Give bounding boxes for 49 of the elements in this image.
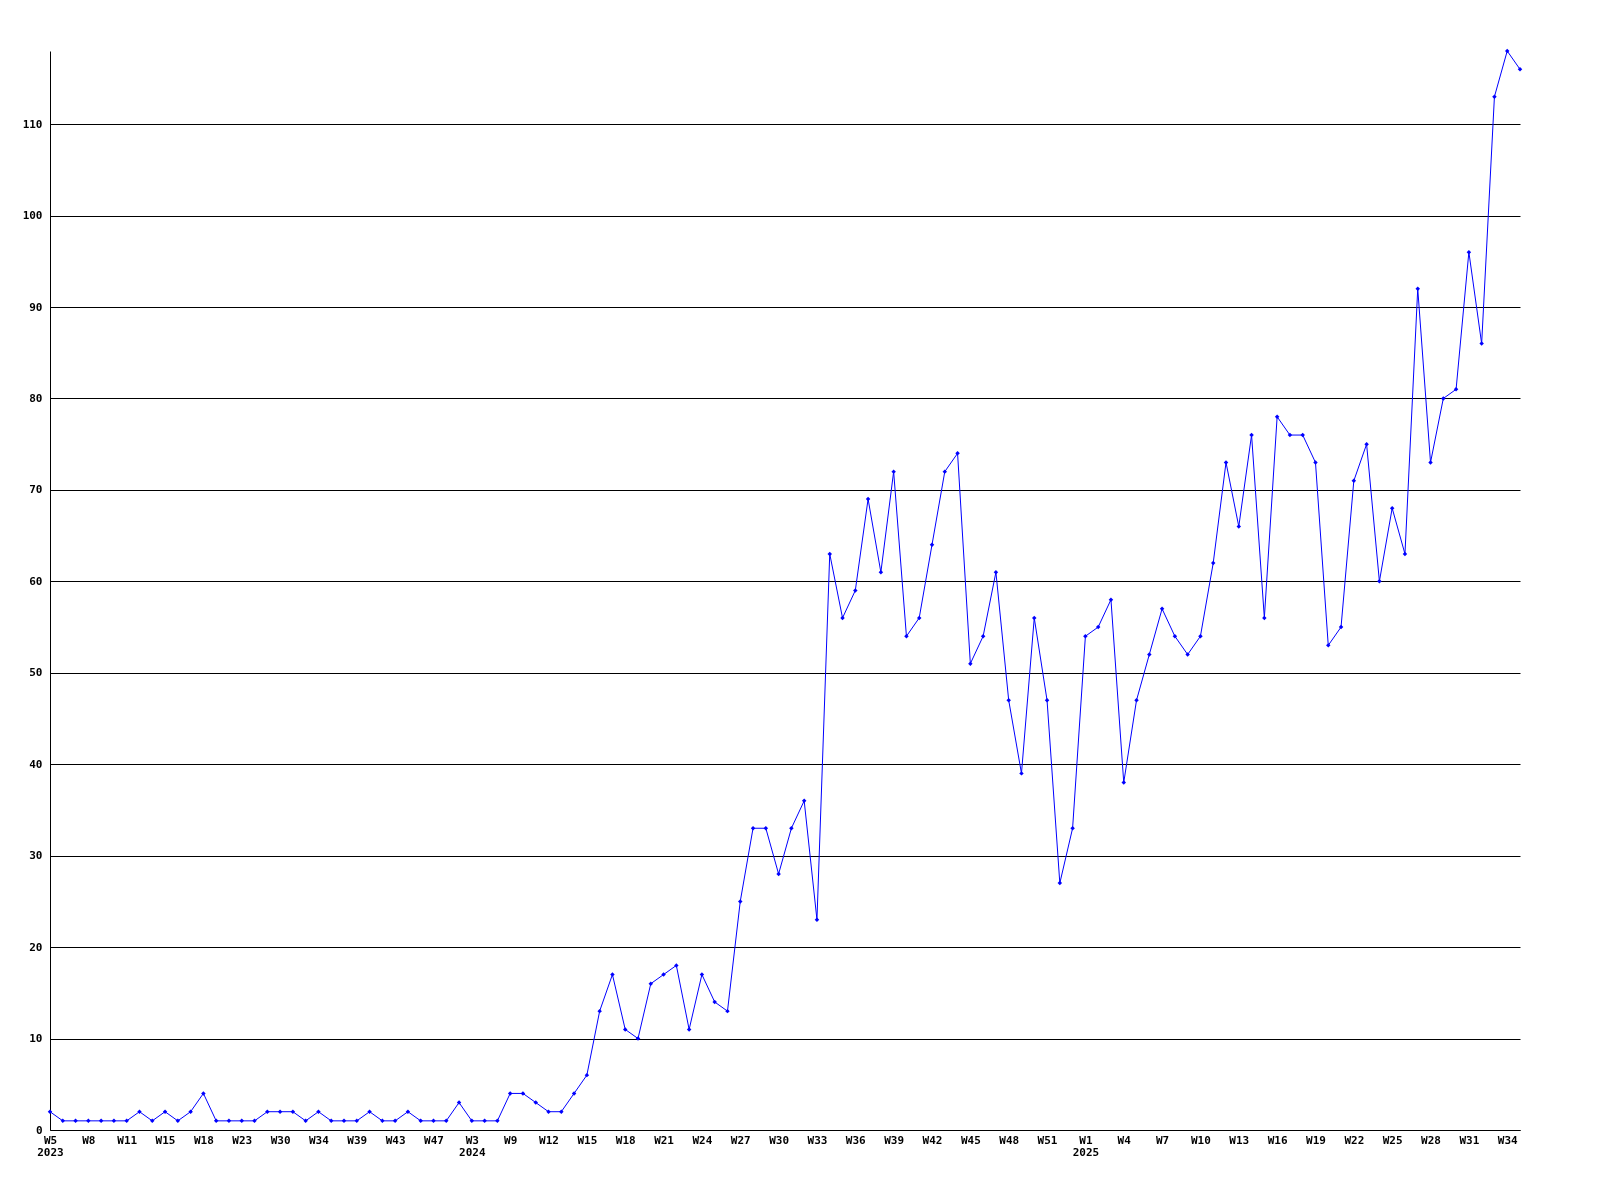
x-tick-label: W18: [615, 1133, 636, 1147]
y-tick-label: 80: [29, 391, 43, 405]
x-tick-label: W39: [347, 1133, 368, 1147]
x-tick-label: W24: [692, 1133, 713, 1147]
y-tick-label: 110: [22, 117, 43, 131]
x-tick-label: W11: [117, 1133, 138, 1147]
x-tick-label: W19: [1306, 1133, 1326, 1147]
y-tick-label: 20: [29, 940, 43, 954]
x-tick-label: W10: [1191, 1133, 1211, 1147]
y-tick-label: 90: [29, 300, 43, 314]
x-tick-label: W3 2024: [459, 1133, 486, 1159]
x-tick-label: W12: [539, 1133, 559, 1147]
x-tick-label: W8: [82, 1133, 96, 1147]
y-tick-label: 30: [29, 849, 43, 863]
y-tick-label: 60: [29, 574, 43, 588]
y-tick-label: 40: [29, 757, 43, 771]
x-tick-label: W28: [1421, 1133, 1441, 1147]
x-tick-label: W47: [424, 1133, 444, 1147]
x-tick-label: W1 2025: [1072, 1133, 1100, 1159]
x-tick-label: W42: [922, 1133, 943, 1147]
x-tick-label: W34: [1497, 1133, 1519, 1147]
x-tick-label: W30: [270, 1133, 291, 1147]
x-tick-label: W25: [1382, 1133, 1403, 1147]
x-tick-label: W22: [1344, 1133, 1365, 1147]
x-tick-label: W45: [960, 1133, 981, 1147]
y-tick-label: 100: [22, 209, 43, 223]
x-tick-label: W4: [1117, 1133, 1132, 1147]
x-tick-label: W30: [769, 1133, 790, 1147]
x-tick-label: W18: [193, 1133, 214, 1147]
x-tick-label: W16: [1267, 1133, 1288, 1147]
y-tick-label: 50: [29, 666, 43, 680]
x-tick-label: W13: [1229, 1133, 1250, 1147]
x-tick-label: W33: [807, 1133, 828, 1147]
x-tick-label: W15: [577, 1133, 598, 1147]
x-tick-label: W23: [232, 1133, 253, 1147]
x-tick-label: W39: [884, 1133, 905, 1147]
y-tick-label: 10: [29, 1032, 43, 1046]
x-tick-label: W48: [999, 1133, 1020, 1147]
x-tick-label: W43: [385, 1133, 406, 1147]
x-tick-label: W21: [654, 1133, 675, 1147]
x-tick-label: W27: [730, 1133, 751, 1147]
x-tick-label: W9: [504, 1133, 518, 1147]
x-tick-label: W51: [1037, 1133, 1058, 1147]
x-tick-label: W31: [1459, 1133, 1480, 1147]
x-tick-label: W36: [845, 1133, 867, 1147]
y-tick-label: 70: [29, 483, 43, 497]
x-tick-label: W15: [155, 1133, 176, 1147]
x-tick-label: W7: [1155, 1133, 1170, 1147]
x-tick-label: W34: [309, 1133, 330, 1147]
